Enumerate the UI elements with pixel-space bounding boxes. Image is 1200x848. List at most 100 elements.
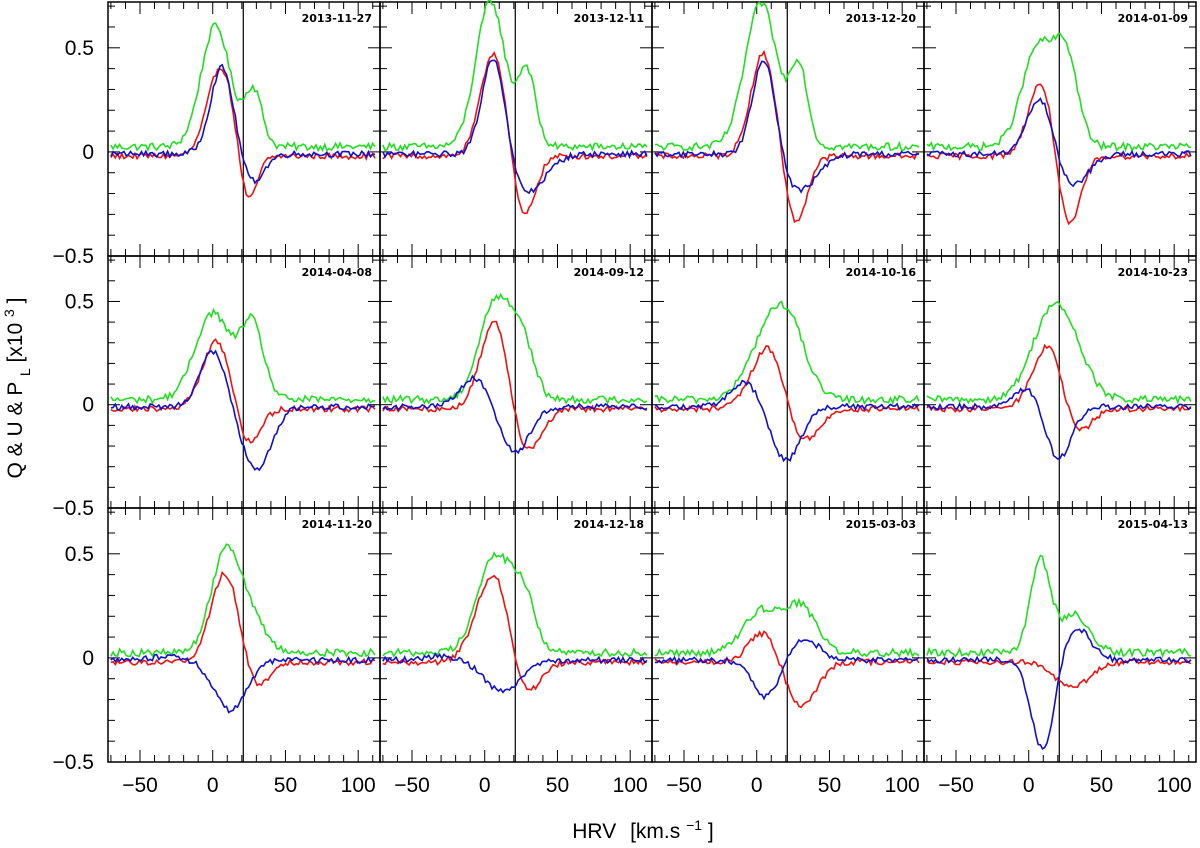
u-curve <box>654 60 920 194</box>
y-axis-label-unit: [x10 <box>4 323 27 363</box>
q-curve <box>110 338 376 444</box>
panel-2015-03-03: 2015-03-03 <box>651 507 925 763</box>
panel-frame <box>651 507 925 763</box>
x-tick-label: 0 <box>1023 774 1035 797</box>
q-curve <box>382 51 648 215</box>
pl-curve <box>654 1 920 152</box>
y-tick-labels: −0.5 0 0.5 −0.5 0 0.5 −0.5 0 0.5 <box>53 37 94 774</box>
panel-frame <box>107 507 381 763</box>
y-tick-label: 0.5 <box>65 290 94 313</box>
panel-frame <box>107 1 381 257</box>
x-tick-label: 50 <box>546 774 569 797</box>
panel-2014-12-18: 2014-12-18 <box>379 507 653 763</box>
panel-frame <box>651 255 925 509</box>
panel-2013-12-11: 2013-12-11 <box>379 0 653 257</box>
y-axis-title: Q & U & P L [x10 3 ] <box>1 298 33 479</box>
panel-date-label: 2013-12-20 <box>846 12 917 25</box>
u-curve <box>926 387 1192 460</box>
x-tick-label: −50 <box>938 774 974 797</box>
pl-curve <box>110 307 376 405</box>
pl-curve <box>654 597 920 659</box>
x-tick-label: −50 <box>666 774 702 797</box>
x-tick-label: 50 <box>1090 774 1113 797</box>
u-curve <box>926 97 1192 188</box>
panel-frame <box>379 507 653 763</box>
panel-date-label: 2014-12-18 <box>574 518 644 531</box>
pl-curve <box>926 554 1192 659</box>
pl-curve <box>926 300 1192 405</box>
panel-frame <box>379 1 653 257</box>
panels-layer: 2013-11-27 2013-12-11 2013-12-20 2014-01-09… <box>107 0 1197 763</box>
panel-frame <box>923 255 1197 509</box>
u-curve <box>654 379 920 463</box>
panel-frame <box>379 255 653 509</box>
x-tick-label: 0 <box>479 774 491 797</box>
panel-date-label: 2014-01-09 <box>1118 12 1188 25</box>
x-tick-label: 100 <box>1157 774 1192 797</box>
y-tick-label: 0 <box>82 141 94 164</box>
y-tick-label: −0.5 <box>53 245 94 268</box>
x-axis-unit-close: ] <box>708 820 714 843</box>
y-tick-label: 0 <box>82 394 94 417</box>
y-tick-label: 0.5 <box>65 543 94 566</box>
panel-2015-04-13: 2015-04-13 <box>923 507 1197 763</box>
u-curve <box>110 349 376 472</box>
panel-date-label: 2013-12-11 <box>574 12 644 25</box>
panel-2014-10-23: 2014-10-23 <box>923 255 1197 509</box>
y-tick-label: 0.5 <box>65 37 94 60</box>
panel-frame <box>107 255 381 509</box>
x-axis-label: HRV <box>572 820 616 843</box>
pl-curve <box>110 22 376 153</box>
y-tick-label: −0.5 <box>53 751 94 774</box>
x-tick-label: 100 <box>885 774 920 797</box>
panel-date-label: 2014-09-12 <box>574 266 644 279</box>
panel-2014-09-12: 2014-09-12 <box>379 255 653 509</box>
panel-frame <box>923 507 1197 763</box>
y-axis-label: Q & U & P <box>4 382 27 478</box>
u-curve <box>382 652 648 694</box>
x-tick-label: 100 <box>613 774 648 797</box>
x-axis-unit: [km.s <box>630 820 680 843</box>
pl-curve <box>926 32 1192 153</box>
y-tick-label: 0 <box>82 647 94 670</box>
panel-2014-11-20: 2014-11-20 <box>107 507 381 763</box>
pl-curve <box>382 0 648 152</box>
x-axis-title: HRV [km.s −1 ] <box>572 817 713 843</box>
pl-curve <box>110 543 376 658</box>
u-curve <box>654 638 920 701</box>
x-axis-unit-exp: −1 <box>686 817 702 833</box>
x-tick-label: −50 <box>394 774 430 797</box>
panel-2014-01-09: 2014-01-09 <box>923 1 1197 257</box>
panel-2014-10-16: 2014-10-16 <box>651 255 925 509</box>
y-axis-label-close: ] <box>4 298 27 304</box>
panel-date-label: 2015-04-13 <box>1118 518 1188 531</box>
u-curve <box>382 374 648 455</box>
u-curve <box>110 63 376 185</box>
x-tick-labels: −50 0 50 100 −50 0 50 100 −50 0 50 100 −50 0 50 100 <box>122 774 1192 797</box>
x-tick-label: 50 <box>274 774 297 797</box>
panel-date-label: 2014-11-20 <box>302 518 373 531</box>
q-curve <box>654 49 920 224</box>
y-axis-label-exp: 3 <box>1 309 17 317</box>
panel-date-label: 2014-10-16 <box>846 266 917 279</box>
pl-curve <box>654 300 920 406</box>
panel-2013-11-27: 2013-11-27 <box>107 1 381 257</box>
x-tick-label: 0 <box>207 774 219 797</box>
panel-frame <box>651 1 925 257</box>
pl-curve <box>382 292 648 405</box>
panel-2013-12-20: 2013-12-20 <box>651 1 925 257</box>
panel-date-label: 2015-03-03 <box>846 518 916 531</box>
panel-date-label: 2014-10-23 <box>1118 266 1188 279</box>
panel-date-label: 2013-11-27 <box>302 12 372 25</box>
u-curve <box>110 653 376 714</box>
u-curve <box>926 628 1192 750</box>
x-tick-label: 0 <box>751 774 763 797</box>
x-tick-label: 100 <box>341 774 376 797</box>
y-axis-label-sub: L <box>17 368 33 376</box>
x-tick-label: 50 <box>818 774 841 797</box>
q-curve <box>926 343 1192 432</box>
pl-curve <box>382 551 648 658</box>
panel-frame <box>923 1 1197 257</box>
panel-date-label: 2014-04-08 <box>302 266 372 279</box>
